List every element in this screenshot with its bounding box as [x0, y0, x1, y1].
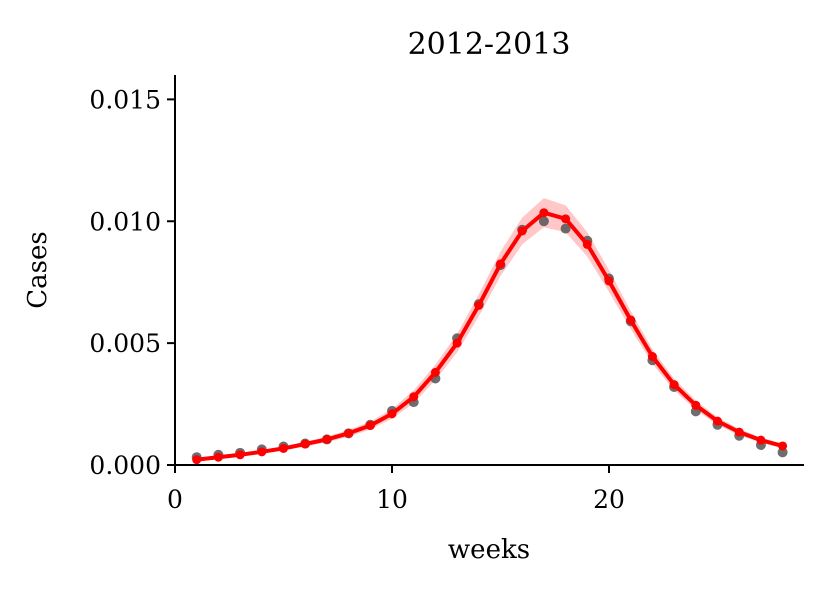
y-tick-label: 0.015 — [89, 85, 161, 114]
model-point — [778, 441, 788, 451]
x-tick-label: 10 — [376, 485, 408, 514]
y-ticks: 0.000 0.005 0.010 0.015 — [89, 85, 175, 480]
model-point — [257, 447, 267, 457]
model-point — [365, 421, 375, 431]
x-ticks: 0 10 20 — [167, 465, 625, 514]
observed-point — [538, 216, 549, 227]
model-point — [669, 380, 679, 390]
y-tick-label: 0.000 — [89, 451, 161, 480]
confidence-band — [196, 198, 783, 461]
model-point — [604, 276, 614, 286]
x-axis-label: weeks — [448, 535, 530, 565]
model-point — [713, 416, 722, 426]
model-point — [539, 208, 549, 218]
plot-area — [191, 198, 788, 465]
model-point — [582, 239, 592, 249]
x-tick-label: 0 — [167, 485, 183, 514]
observed-point — [777, 447, 788, 458]
y-tick-label: 0.010 — [89, 207, 161, 236]
model-point — [235, 450, 245, 460]
model-point — [430, 367, 440, 377]
model-point — [734, 427, 744, 437]
model-point — [387, 409, 397, 419]
observed-points — [191, 216, 788, 463]
model-points — [192, 208, 788, 465]
y-tick-label: 0.005 — [89, 329, 161, 358]
model-point — [409, 392, 419, 402]
model-point — [452, 338, 462, 348]
model-point — [192, 455, 202, 465]
model-point — [322, 434, 332, 444]
model-point — [756, 435, 766, 445]
model-point — [279, 443, 288, 453]
model-point — [300, 439, 310, 449]
model-point — [344, 428, 354, 438]
model-point — [474, 300, 484, 310]
x-tick-label: 20 — [593, 485, 625, 514]
model-point — [517, 226, 527, 236]
model-point — [561, 214, 571, 224]
model-point — [626, 315, 636, 325]
model-line — [196, 210, 784, 462]
model-point — [213, 452, 223, 462]
y-axis-label: Cases — [23, 231, 53, 308]
model-point — [691, 400, 701, 410]
model-point — [647, 352, 657, 362]
model-point — [496, 259, 505, 269]
observed-point — [560, 223, 571, 234]
chart-title: 2012-2013 — [408, 27, 571, 62]
